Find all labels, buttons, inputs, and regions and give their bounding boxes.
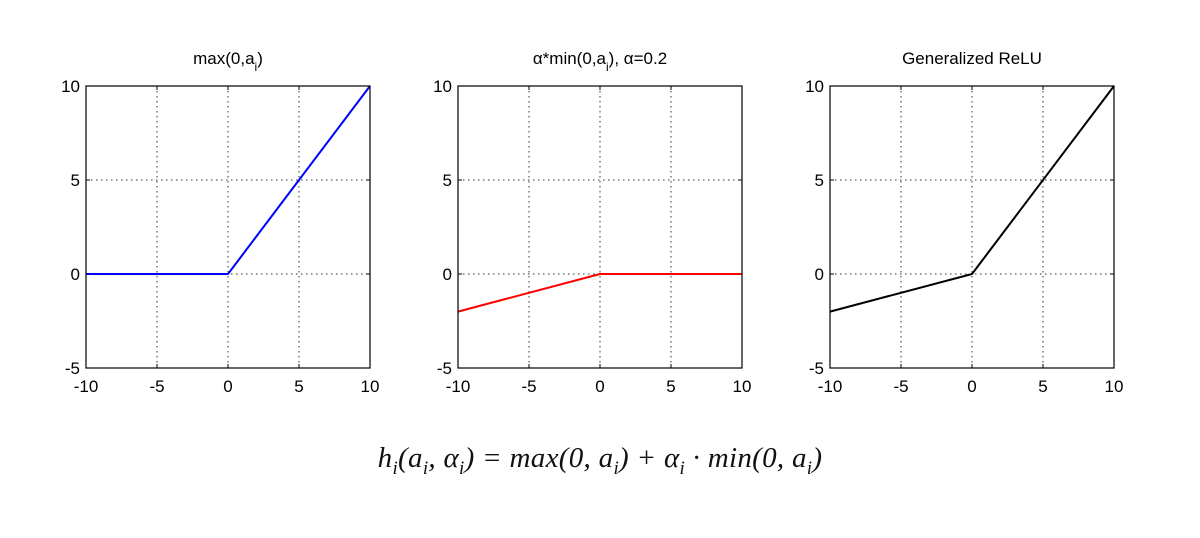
x-tick-label: -10 [446,377,471,396]
plot-frame [829,85,1115,369]
plot-frame [85,85,371,369]
x-tick-label: 10 [361,377,380,396]
x-tick-label: 5 [666,377,675,396]
series-line [86,85,371,275]
plot-frame [457,85,743,369]
y-tick-label: 5 [443,171,452,190]
x-tick-label: 5 [294,377,303,396]
plot-title: max(0,ai) [193,49,263,74]
x-tick-label: -5 [521,377,536,396]
x-tick-label: -5 [149,377,164,396]
y-tick-label: 5 [71,171,80,190]
y-tick-label: -5 [65,359,80,378]
x-tick-label: 0 [967,377,976,396]
y-tick-label: 10 [805,77,824,96]
y-tick-label: 0 [815,265,824,284]
x-tick-label: -5 [893,377,908,396]
x-tick-label: 0 [595,377,604,396]
formula-text: hi(ai, αi) = max(0, ai) + αi · min(0, ai… [377,442,823,479]
series-line [829,85,1115,313]
x-tick-label: 10 [733,377,752,396]
x-tick-label: 10 [1105,377,1124,396]
y-tick-label: 0 [443,265,452,284]
y-tick-label: 10 [61,77,80,96]
x-tick-label: 5 [1038,377,1047,396]
x-tick-label: -10 [74,377,99,396]
y-tick-label: 5 [815,171,824,190]
y-tick-label: 0 [71,265,80,284]
y-tick-label: 10 [433,77,452,96]
y-tick-label: -5 [437,359,452,378]
plot-title: α*min(0,ai), α=0.2 [533,49,667,74]
y-tick-label: -5 [809,359,824,378]
generalized-relu-formula: hi(ai, αi) = max(0, ai) + αi · min(0, ai… [0,442,1200,480]
x-tick-label: 0 [223,377,232,396]
series-line [457,273,742,313]
x-tick-label: -10 [818,377,843,396]
plot-title: Generalized ReLU [902,49,1042,68]
